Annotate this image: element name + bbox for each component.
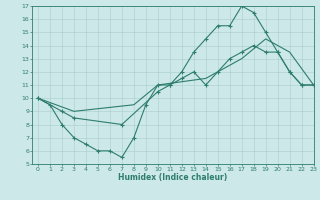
X-axis label: Humidex (Indice chaleur): Humidex (Indice chaleur) [118,173,228,182]
